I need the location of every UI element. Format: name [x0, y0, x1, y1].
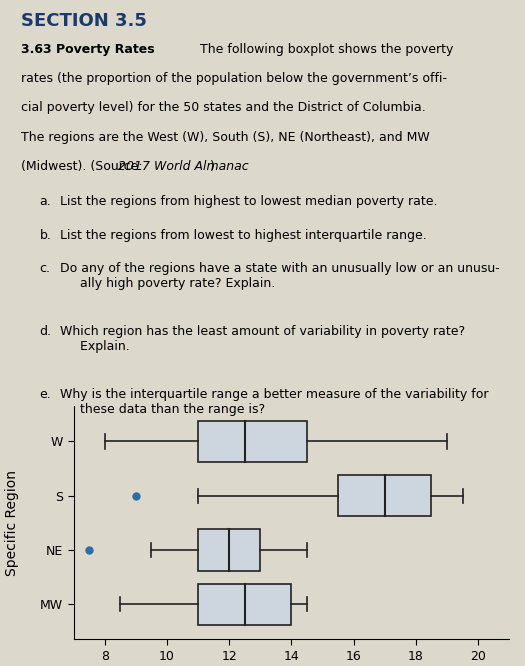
Bar — [338, 475, 432, 516]
Text: (Midwest). (Source:: (Midwest). (Source: — [21, 160, 146, 173]
Text: 2017 World Almanac: 2017 World Almanac — [118, 160, 249, 173]
Text: rates (the proportion of the population below the government’s offi-: rates (the proportion of the population … — [21, 72, 447, 85]
Text: c.: c. — [39, 262, 50, 275]
Text: 3.63 Poverty Rates: 3.63 Poverty Rates — [21, 43, 155, 56]
Text: Specific Region: Specific Region — [5, 470, 19, 576]
Text: cial poverty level) for the 50 states and the District of Columbia.: cial poverty level) for the 50 states an… — [21, 101, 426, 115]
Bar — [198, 421, 307, 462]
Text: Do any of the regions have a state with an unusually low or an unusu-
     ally : Do any of the regions have a state with … — [60, 262, 500, 290]
Text: The following boxplot shows the poverty: The following boxplot shows the poverty — [200, 43, 453, 56]
Bar — [198, 583, 291, 625]
Text: Why is the interquartile range a better measure of the variability for
     thes: Why is the interquartile range a better … — [60, 388, 489, 416]
Text: Which region has the least amount of variability in poverty rate?
     Explain.: Which region has the least amount of var… — [60, 325, 466, 353]
Text: d.: d. — [39, 325, 51, 338]
Text: b.: b. — [39, 228, 51, 242]
Text: List the regions from lowest to highest interquartile range.: List the regions from lowest to highest … — [60, 228, 427, 242]
Text: ): ) — [210, 160, 215, 173]
Text: e.: e. — [39, 388, 51, 401]
Text: List the regions from highest to lowest median poverty rate.: List the regions from highest to lowest … — [60, 195, 438, 208]
Text: a.: a. — [39, 195, 51, 208]
Text: SECTION 3.5: SECTION 3.5 — [21, 12, 147, 30]
Text: The regions are the West (W), South (S), NE (Northeast), and MW: The regions are the West (W), South (S),… — [21, 131, 430, 144]
Bar — [198, 529, 260, 571]
